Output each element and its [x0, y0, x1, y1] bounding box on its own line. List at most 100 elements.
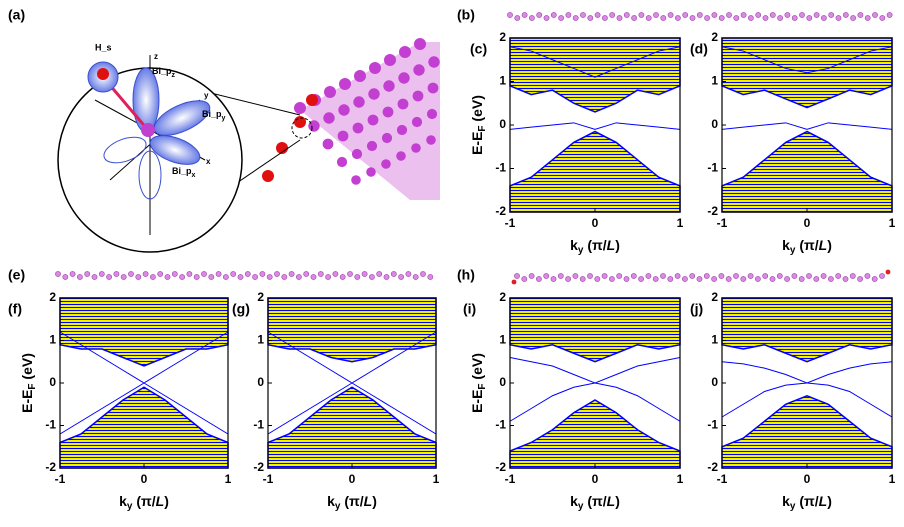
- chain-atom: [521, 276, 528, 282]
- h-atom: [306, 94, 318, 106]
- chain-atom: [740, 276, 747, 282]
- chain-atom: [675, 15, 681, 21]
- y-tick-label: 1: [499, 333, 506, 347]
- chain-atom: [667, 12, 674, 18]
- chain-atom: [550, 12, 557, 18]
- y-tick-label: 0: [49, 375, 56, 389]
- atom: [366, 140, 378, 152]
- y-tick-label: -1: [45, 418, 56, 432]
- chain-atom: [777, 15, 783, 21]
- chain-atom: [303, 271, 310, 277]
- x-tick-label: 0: [141, 472, 148, 486]
- chain-atom: [164, 274, 171, 280]
- atom: [426, 108, 438, 120]
- y-tick-label: 0: [499, 117, 506, 131]
- y-tick-label: 1: [257, 333, 264, 347]
- orbital-label: Bi_px: [172, 166, 196, 178]
- chain-atom: [179, 274, 185, 280]
- chain-atom: [427, 274, 434, 280]
- chain-atom: [580, 12, 586, 18]
- chain-atom: [543, 15, 550, 21]
- y-tick-label: -2: [707, 204, 718, 218]
- atom: [414, 38, 426, 50]
- chain-atom: [849, 273, 856, 279]
- y-tick-label: -1: [495, 418, 506, 432]
- chain-atom: [281, 274, 288, 280]
- chain-atom: [529, 15, 535, 21]
- chain-atom: [653, 12, 659, 18]
- y-tick-label: -2: [495, 460, 506, 474]
- panel-label: (j): [690, 301, 703, 317]
- chain-atom: [835, 273, 842, 279]
- chain-atom: [864, 15, 871, 21]
- chain-atom: [747, 273, 754, 279]
- chain-atom: [376, 271, 383, 277]
- chain-atom: [704, 15, 710, 21]
- edge-state: [59, 331, 229, 435]
- chain-atom: [776, 273, 783, 279]
- y-tick-label: -1: [707, 418, 718, 432]
- h-atom: [511, 279, 517, 285]
- chain-atom: [740, 12, 747, 18]
- chain-atom: [886, 12, 893, 18]
- chain-atom: [667, 276, 674, 282]
- chain-atom: [587, 15, 594, 21]
- chain-atom: [879, 15, 886, 21]
- chain-atom: [689, 15, 696, 21]
- chain-atom: [769, 276, 776, 282]
- chain-atom: [609, 12, 616, 18]
- h-atom: [276, 142, 288, 154]
- y-axis-label: E-EF (eV): [469, 95, 488, 155]
- x-tick-label: -1: [717, 472, 728, 486]
- chain-atom: [601, 273, 608, 279]
- atom: [396, 124, 408, 136]
- x-tick-label: 0: [592, 472, 599, 486]
- chain-atom: [347, 271, 353, 277]
- chain-atom: [398, 274, 404, 280]
- chain-atom: [755, 12, 762, 18]
- chain-atom: [733, 15, 740, 21]
- chain-atom: [725, 276, 732, 282]
- chain-atom: [142, 271, 149, 277]
- atom: [368, 88, 380, 100]
- chain-atom: [769, 12, 776, 18]
- chain-atom: [171, 271, 178, 277]
- chain-atom: [565, 276, 571, 282]
- atom: [336, 156, 348, 168]
- y-tick-label: 2: [711, 290, 718, 304]
- chain-atom: [274, 271, 280, 277]
- structure-illustration: [57, 38, 440, 253]
- y-tick-label: -2: [495, 204, 506, 218]
- chain-atom: [594, 276, 601, 282]
- chain-atom: [557, 273, 564, 279]
- atom: [399, 46, 411, 58]
- atom: [339, 78, 351, 90]
- chain-atom: [857, 276, 863, 282]
- chain-atom: [215, 271, 222, 277]
- chain-atom: [799, 12, 805, 18]
- chain-atom: [806, 15, 813, 21]
- chain-atom: [565, 12, 572, 18]
- y-tick-label: 1: [499, 74, 506, 88]
- y-tick-label: 0: [711, 117, 718, 131]
- panel-label: (f): [8, 301, 22, 317]
- x-tick-label: 0: [804, 216, 811, 230]
- atom: [369, 62, 381, 74]
- chain-atom: [244, 271, 251, 277]
- chain-atom: [390, 271, 397, 277]
- atom: [367, 114, 379, 126]
- chain-atom: [69, 271, 76, 277]
- chain-atom: [222, 274, 229, 280]
- chain-atom: [835, 15, 842, 21]
- chain-atom: [186, 271, 193, 277]
- y-tick-label: 2: [499, 30, 506, 44]
- chain-atom: [652, 276, 659, 282]
- edge-state: [509, 122, 681, 130]
- chain-atom: [696, 12, 703, 18]
- y-tick-label: -2: [253, 460, 264, 474]
- chain-atom: [507, 12, 513, 18]
- panel-label: (e): [8, 267, 25, 283]
- chain-atom: [623, 12, 630, 18]
- chain-atom: [252, 274, 258, 280]
- y-tick-label: -1: [253, 418, 264, 432]
